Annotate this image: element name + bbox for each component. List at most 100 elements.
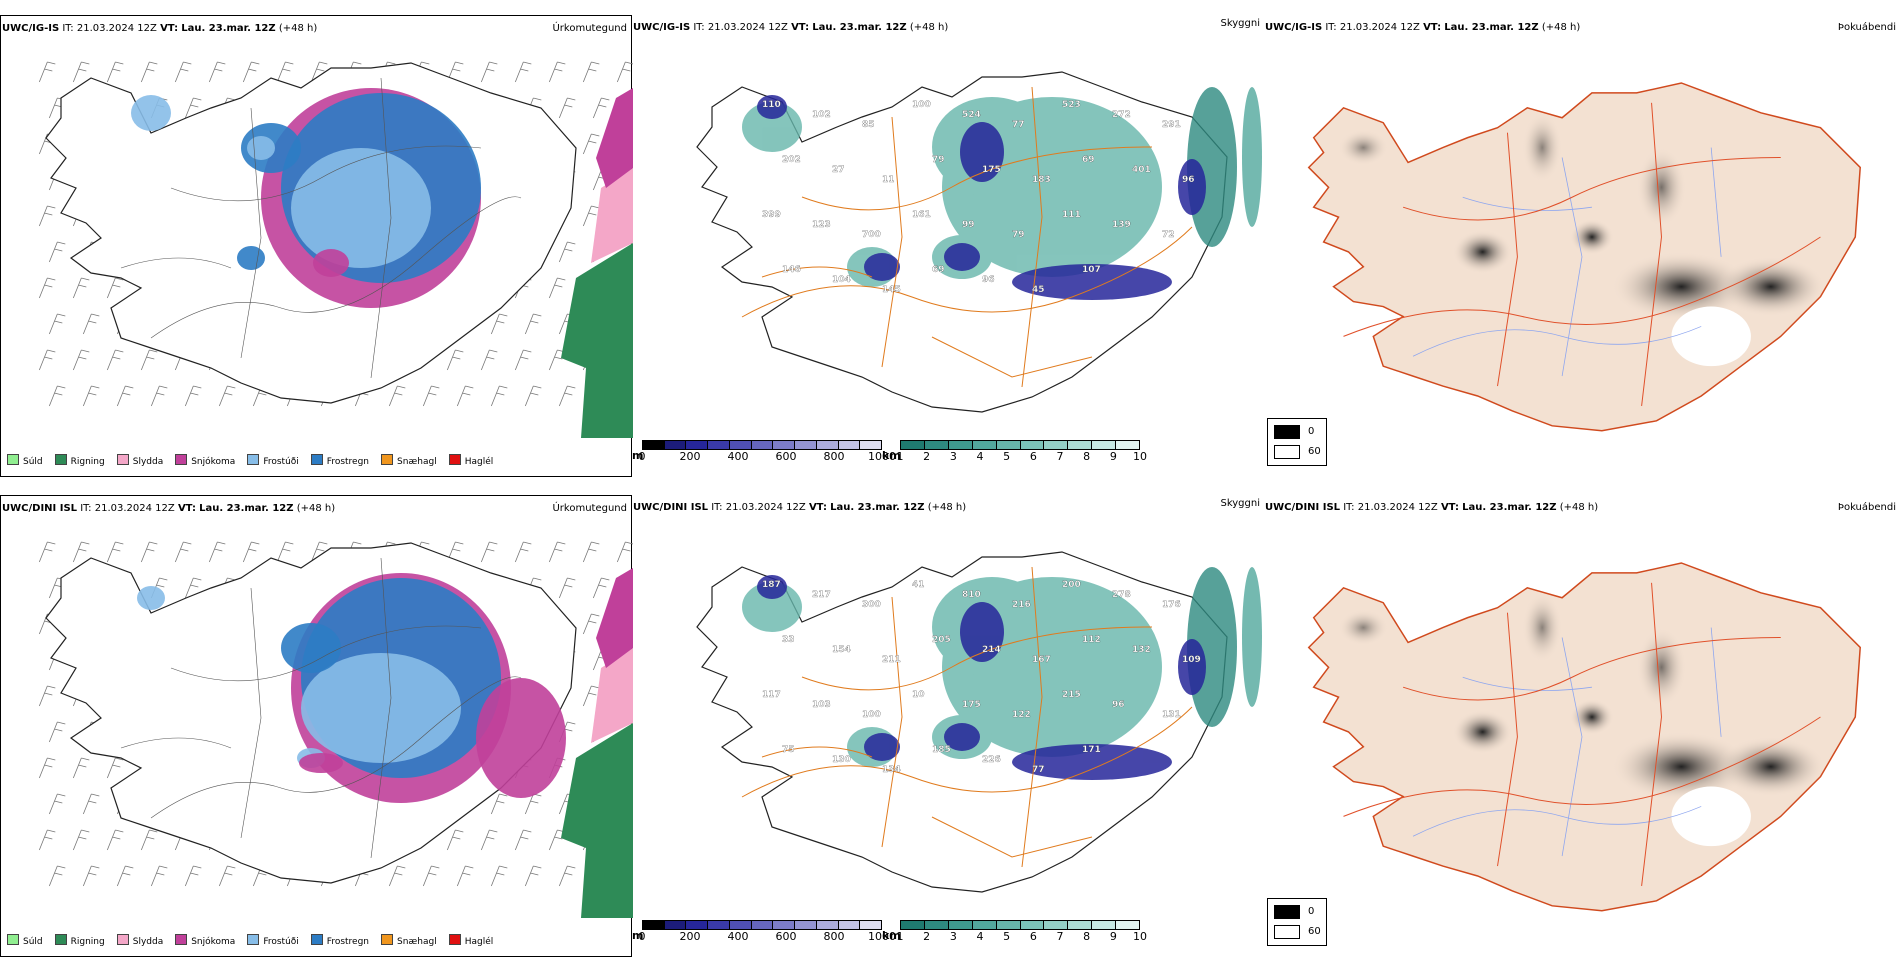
cloudbase-label: 205 (932, 635, 951, 645)
colorbar-tick: 7 (1056, 450, 1064, 463)
vt-label: VT: (1440, 502, 1459, 513)
colorbar-step (838, 441, 861, 449)
wind-barb (140, 349, 158, 371)
colorbar-step (686, 441, 709, 449)
wind-barb (208, 61, 226, 83)
precip-legend-item: Haglél (448, 934, 494, 949)
colorbar-step (795, 441, 817, 449)
colorbar-tick: 2 (923, 930, 931, 943)
wind-barb (514, 61, 532, 83)
colorbar-tick: 5 (1003, 450, 1011, 463)
wind-barb (480, 349, 498, 371)
vt-label: VT: (808, 502, 827, 513)
wind-barb (558, 577, 576, 599)
fog-index-map (1307, 562, 1861, 912)
colorbar-step (1092, 441, 1117, 449)
wind-barb (218, 865, 236, 887)
cloudbase-label: 523 (1062, 100, 1081, 110)
cloudbase-label: 103 (812, 700, 831, 710)
wind-barb (582, 205, 600, 227)
legend-swatch (381, 934, 394, 945)
cloudbase-label: 215 (1062, 690, 1081, 700)
model-name: UWC/IG-IS (633, 22, 691, 33)
colorbar-tick: 400 (727, 450, 749, 463)
it-label: IT: (693, 22, 705, 33)
cloudbase-label: 185 (932, 745, 951, 755)
colorbar-step (751, 441, 774, 449)
cloudbase-label: 810 (962, 590, 981, 600)
legend-swatch (247, 454, 260, 465)
legend-label: Haglél (464, 937, 494, 947)
wind-barb (184, 385, 202, 407)
wind-barb (184, 577, 202, 599)
colorbar-tick: 600 (775, 930, 797, 943)
precip-map (38, 61, 633, 438)
colorbar-step (972, 921, 997, 929)
legend-label: Frostregn (326, 457, 370, 467)
cloudbase-label: 96 (982, 275, 995, 285)
it-label: IT: (62, 23, 74, 34)
colorbar-step (751, 921, 774, 929)
wind-barb (592, 577, 610, 599)
wind-barb (48, 313, 66, 335)
lead-time: (+48 h) (278, 23, 318, 34)
cloudbase-label: 217 (812, 590, 831, 600)
precip-type-panel: UWC/DINI ISL IT: 21.03.2024 12Z VT: Lau.… (0, 495, 633, 957)
model-name: UWC/DINI ISL (1265, 502, 1341, 513)
legend-swatch (247, 934, 260, 945)
cloudbase-label: 100 (912, 100, 931, 110)
wind-barb (582, 133, 600, 155)
sleet-strip (591, 648, 633, 743)
cloudbase-label: 524 (962, 110, 981, 120)
colorbar-tick: 6 (1029, 450, 1037, 463)
it-value: 21.03.2024 12Z (94, 503, 175, 514)
cloudbase-label: 123 (812, 220, 831, 230)
colorbar-step (686, 921, 709, 929)
wind-barb (480, 61, 498, 83)
precip-legend: Súld Rigning Slydda Snjókoma Frostúði Frostre… (7, 454, 505, 468)
cloudbase-label: 11 (882, 175, 895, 185)
wind-barb (582, 61, 600, 83)
cloudbase-label: 77 (1012, 120, 1025, 130)
panel-header: UWC/IG-IS IT: 21.03.2024 12Z VT: Lau. 23… (633, 18, 1262, 35)
vt-value: Lau. 23.mar. 12Z (1462, 502, 1557, 513)
wind-barb (480, 541, 498, 563)
legend-swatch (54, 934, 67, 945)
wind-barb (72, 349, 90, 371)
fog-legend-swatch (1274, 925, 1300, 939)
colorbar-step (948, 441, 973, 449)
precip-legend-item: Snæhagl (381, 934, 437, 949)
colorbar-tick: 3 (949, 450, 957, 463)
precip-legend-item: Haglél (448, 454, 493, 469)
colorbar-step (1044, 921, 1069, 929)
wind-barb (490, 385, 508, 407)
vt-label: VT: (791, 22, 810, 33)
colorbar-tick: 9 (1109, 930, 1117, 943)
fog-legend-swatch (1274, 445, 1300, 459)
wind-barb (276, 61, 294, 83)
precip-area (247, 136, 275, 160)
fog-legend-label: 0 (1308, 906, 1315, 917)
colorbar-step (643, 921, 665, 929)
cloudbase-label: 10 (912, 690, 925, 700)
cloudbase-label: 99 (962, 220, 975, 230)
cloudbase-label: 146 (782, 265, 801, 275)
wind-barb (592, 97, 610, 119)
wind-barb (310, 61, 328, 83)
precip-fields (131, 88, 481, 308)
wind-barb (242, 541, 260, 563)
lead-time: (+48 h) (296, 503, 336, 514)
cloudbase-label: 45 (1032, 285, 1045, 295)
wind-barb (106, 829, 124, 851)
precip-map (38, 541, 633, 918)
visibility-map: 187 217 300 41 810 216 200 278 176 33 154 211 205 214… (696, 551, 1262, 893)
cloudbase-label: 226 (982, 755, 1001, 765)
vt-label: VT: (160, 23, 179, 34)
cloudbase-label: 211 (882, 655, 901, 665)
wind-barb (456, 865, 474, 887)
visibility-colorbar (900, 920, 1140, 930)
legend-swatch (175, 934, 188, 945)
it-label: IT: (1343, 502, 1355, 513)
colorbar-step (1116, 921, 1140, 929)
rain-strip (561, 243, 633, 438)
